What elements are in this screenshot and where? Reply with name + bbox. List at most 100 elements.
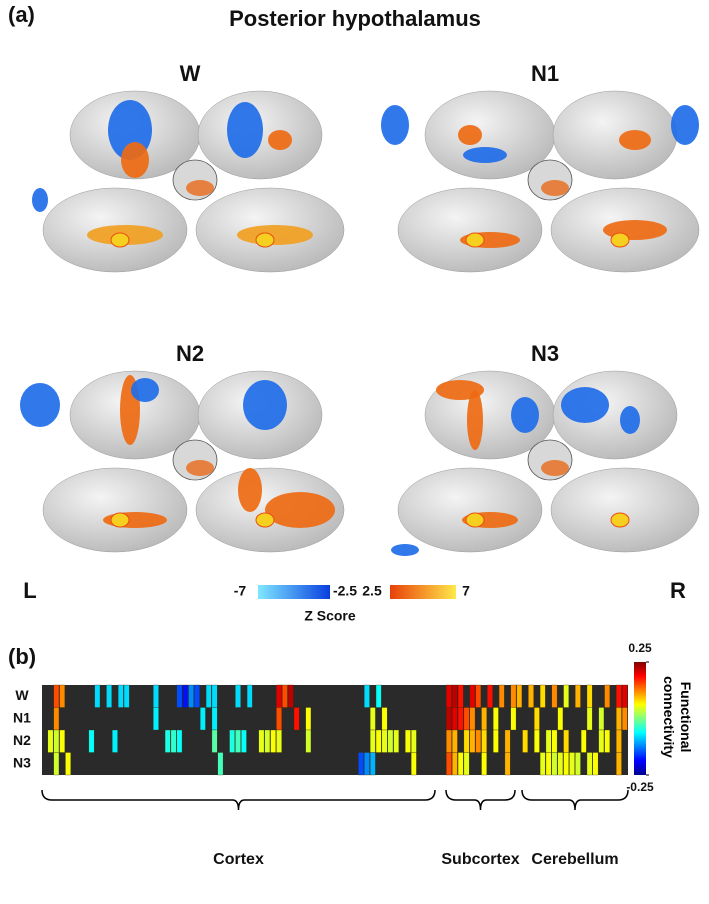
panel-label: (a) [8,2,35,27]
brain-surface [552,90,678,180]
heatmap-cell [510,707,517,731]
heatmap-cell [370,707,376,731]
heatmap-cell [452,752,458,776]
heatmap-cell [457,707,464,731]
heatmap-cell [446,684,452,708]
brain-surface [550,467,700,553]
heatmap-cell [493,729,499,753]
heatmap-cell [616,707,622,731]
heatmap-cell [604,684,610,708]
group-brace [445,789,516,811]
heatmap-cell [452,684,458,708]
heatmap-cell [510,684,517,708]
heatmap-cell [580,729,587,753]
panel-label: (b) [8,644,36,669]
heatmap-cell [481,752,487,776]
heatmap-cell [551,729,558,753]
heatmap-cell [241,729,247,753]
heatmap-cell [621,707,628,731]
thalamus-blob [465,512,485,528]
group-label: Subcortex [441,851,519,868]
zscore-tick-label: 7 [462,583,470,599]
heatmap-cell [586,684,593,708]
hemisphere-right: R [670,578,686,603]
heatmap-cell [170,729,177,753]
activation-blob [20,383,60,427]
cerebellum-overlay [186,460,214,476]
heatmap-cell [522,729,528,753]
heatmap-cell [493,707,499,731]
heatmap-cell [563,752,569,776]
heatmap-cell [164,729,171,753]
heatmap-cell [551,752,558,776]
thalamus-blob [255,512,275,528]
panel-title: Posterior hypothalamus [229,6,481,31]
heatmap-cell [364,684,370,708]
activation-blob [265,492,335,528]
heatmap-cell [188,684,194,708]
activation-blob [561,387,609,423]
cerebellum-overlay [186,180,214,196]
heatmap-cell [563,729,569,753]
heatmap-cell [545,752,552,776]
heatmap-cell [563,684,569,708]
heatmap-cell [575,684,581,708]
heatmap-cell [411,752,417,776]
row-label: N3 [13,754,31,770]
condition-label: N1 [531,61,559,86]
heatmap-cell [47,729,54,753]
activation-blob [121,142,149,178]
heatmap-cell [53,729,60,753]
heatmap-cell [557,752,564,776]
heatmap-cell [469,707,476,731]
heatmap-cell [235,729,241,753]
heatmap-cell [411,729,417,753]
activation-blob [268,130,292,150]
heatmap-cell [481,707,487,731]
heatmap-cell [534,729,540,753]
heatmap-cell [182,684,189,708]
heatmap-cell [258,729,265,753]
heatmap-cell [452,729,458,753]
heatmap-cell [616,729,622,753]
row-label: N2 [13,732,31,748]
heatmap-cell [604,729,610,753]
heatmap-cell [446,707,452,731]
heatmap-cell [504,752,511,776]
heatmap-cell [282,684,288,708]
activation-blob [620,406,640,434]
brain-surface [397,467,543,553]
heatmap-cell [569,752,575,776]
heatmap-cell [463,752,470,776]
heatmap-cell [246,684,253,708]
heatmap-cell [194,684,200,708]
heatmap-cell [305,707,312,731]
heatmap-cell [539,684,546,708]
zscore-tick-label: 2.5 [362,583,382,599]
thalamus-blob [610,512,630,528]
group-label: Cortex [213,851,264,868]
heatmap-cell [53,752,60,776]
heatmap-cell [475,729,482,753]
thalamus-blob [610,232,630,248]
heatmap-cell [205,684,212,708]
heatmap-cell [211,707,218,731]
heatmap-cell [463,729,470,753]
heatmap-cell [598,729,605,753]
heatmap-cell [370,752,376,776]
heatmap-cell [53,707,60,731]
heatmap-cell [393,729,400,753]
activation-blob [227,102,263,158]
heatmap-cell [551,684,558,708]
heatmap-cell [592,752,599,776]
heatmap-cell [106,684,112,708]
heatmap-cell [59,729,65,753]
thalamus-blob [465,232,485,248]
heatmap-cell [65,752,71,776]
heatmap-cell [176,729,183,753]
heatmap-cell [498,684,505,708]
heatmap-cell [504,729,511,753]
heatmap-cell [534,707,540,731]
thalamus-blob [255,232,275,248]
activation-blob [32,188,48,212]
